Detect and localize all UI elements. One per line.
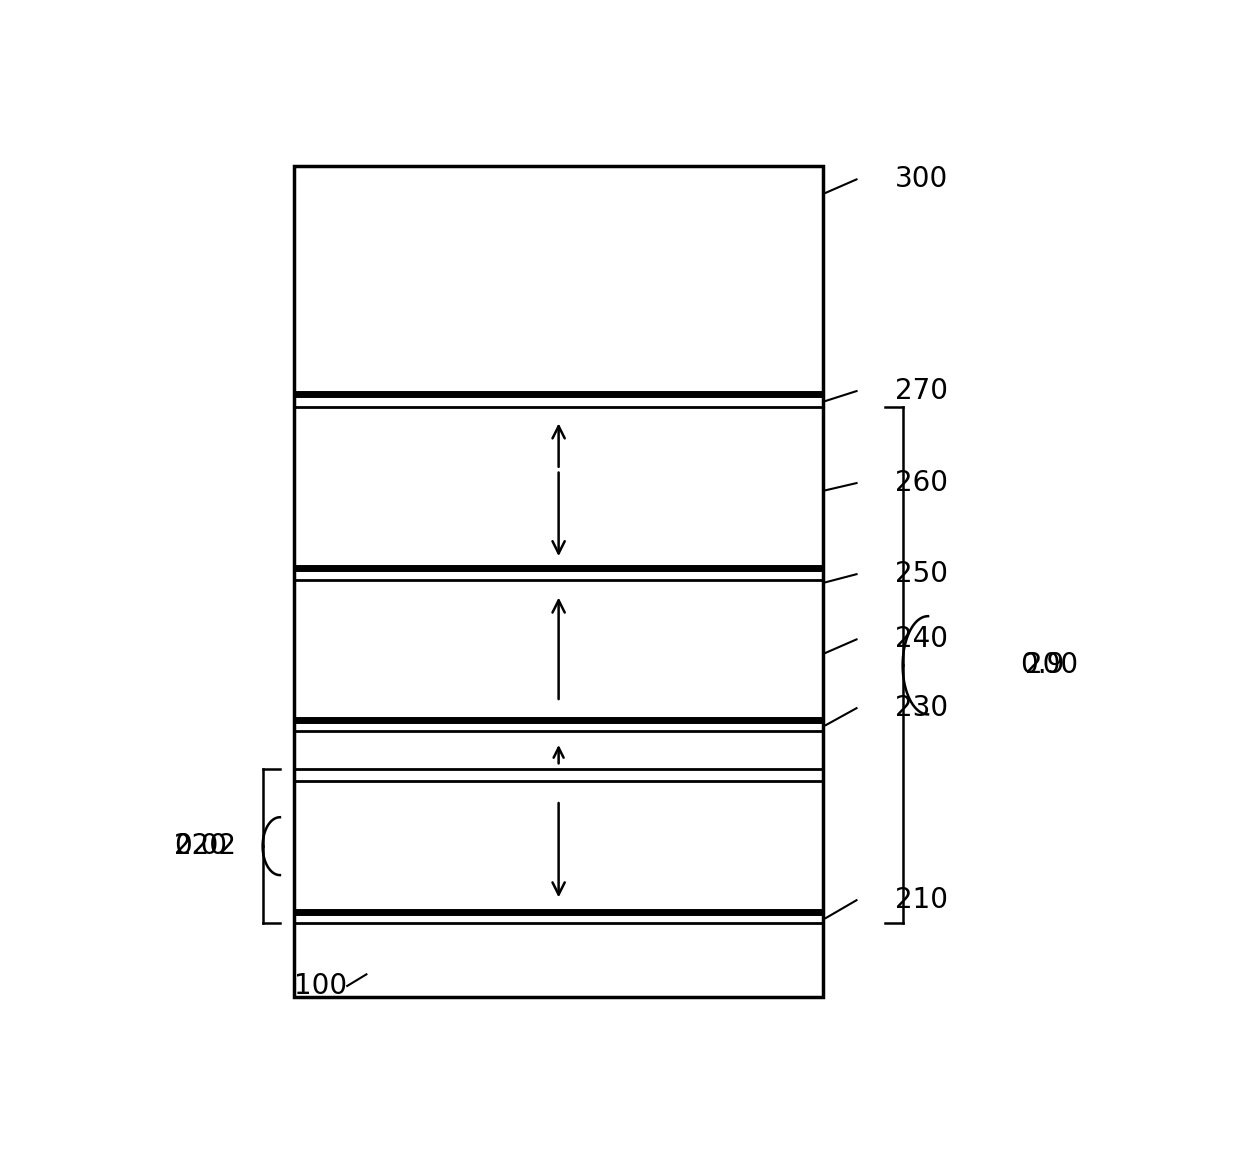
Text: 200: 200 xyxy=(1024,651,1078,680)
Text: 300: 300 xyxy=(895,166,949,194)
Text: 240: 240 xyxy=(895,625,947,653)
Text: 220: 220 xyxy=(174,832,227,860)
Text: 230: 230 xyxy=(895,694,949,723)
Text: 100: 100 xyxy=(294,972,347,1000)
Text: 260: 260 xyxy=(895,469,947,498)
Text: 210: 210 xyxy=(895,886,947,914)
Bar xyxy=(294,166,823,996)
Bar xyxy=(294,166,823,996)
Text: 0.02: 0.02 xyxy=(174,832,236,860)
Text: 250: 250 xyxy=(895,560,947,588)
Text: 270: 270 xyxy=(895,377,947,405)
Text: 0.9: 0.9 xyxy=(1019,651,1064,680)
